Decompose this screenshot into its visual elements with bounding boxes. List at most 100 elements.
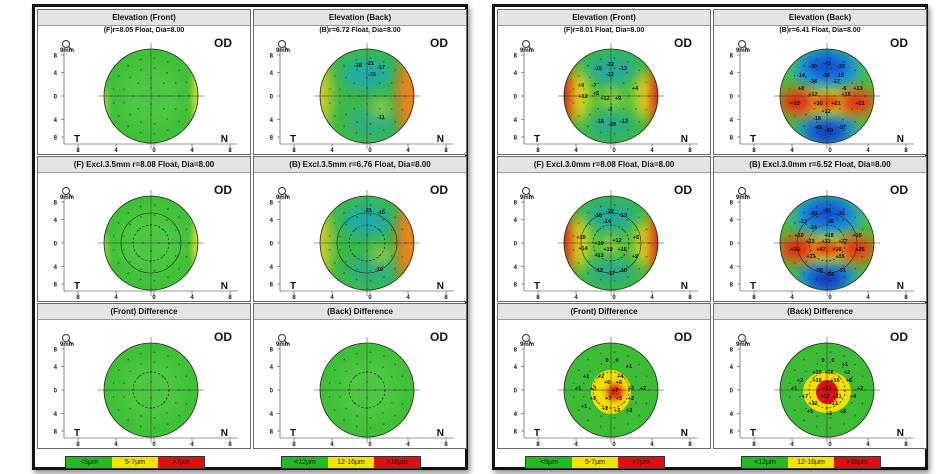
elevation-value-label: +15 — [841, 92, 850, 98]
elevation-value-label: +11 — [832, 394, 841, 400]
elevation-value-label: +5 — [590, 396, 596, 402]
magnifier-icon[interactable] — [276, 36, 290, 54]
elevation-value-label: -14 — [797, 73, 806, 79]
magnifier-icon[interactable] — [60, 183, 74, 201]
y-tick-label: 8 — [730, 283, 734, 289]
map-cell: 8 4 0 4 8 8 4 0 4 8 -30 -41 -32 -14 -36 -15 -34 -17 +8 -6 +1… — [713, 9, 927, 155]
y-tick-label: 8 — [54, 54, 58, 60]
elevation-value-label: -10 — [619, 268, 627, 274]
legend-swatch-label: >16µm — [834, 457, 880, 468]
zoom-label: 9mm — [60, 195, 75, 201]
elevation-value-label: -41 — [823, 61, 831, 67]
elevation-value-label: -36 — [822, 73, 830, 79]
elevation-value-label: -6 — [842, 86, 847, 92]
x-tick-label: 0 — [368, 148, 372, 154]
map-cell: 8 4 0 4 8 8 4 0 4 8 -30 -41 -31 -13 -36 -24 +10 +18 +16 +23… — [713, 156, 927, 302]
elevation-value-label: +38 — [832, 247, 841, 253]
y-tick-label: 0 — [730, 242, 734, 248]
x-tick-label: 0 — [152, 442, 156, 448]
elevation-value-label: +1 — [626, 364, 632, 370]
magnifier-icon[interactable] — [736, 330, 750, 348]
elevation-value-label: -16 — [594, 66, 602, 72]
magnifier-icon[interactable] — [520, 183, 534, 201]
y-tick-label: 4 — [54, 118, 58, 124]
y-tick-label: 8 — [514, 283, 518, 289]
y-tick-label: 0 — [270, 95, 274, 101]
x-tick-label: 4 — [190, 295, 194, 301]
x-tick-label: 4 — [190, 148, 194, 154]
left-map-grid: 8 4 0 4 8 8 4 0 4 8 Elevation (Front) (F)r=8.05 Flo… — [37, 9, 467, 449]
elevation-value-label: -15 — [368, 72, 376, 78]
elevation-value-label: +18 — [822, 386, 831, 392]
zoom-label: 9mm — [276, 342, 291, 348]
nasal-label: N — [436, 428, 444, 439]
y-tick-label: 4 — [270, 412, 274, 418]
x-tick-label: 8 — [688, 148, 692, 154]
nasal-label: N — [220, 281, 228, 292]
x-tick-label: 8 — [752, 148, 756, 154]
elevation-value-label: +6 — [616, 380, 622, 386]
temporal-label: T — [74, 281, 81, 292]
y-tick-label: 0 — [514, 95, 518, 101]
y-tick-label: 0 — [514, 389, 518, 395]
zoom-label: 9mm — [276, 48, 291, 54]
y-tick-label: 0 — [270, 389, 274, 395]
elevation-value-label: +31 — [806, 254, 815, 260]
elevation-value-label: -34 — [809, 79, 818, 85]
elevation-value-label: +4 — [617, 374, 624, 380]
magnifier-icon[interactable] — [276, 183, 290, 201]
elevation-value-label: +7 — [605, 396, 611, 402]
y-tick-label: 0 — [730, 95, 734, 101]
x-tick-label: 8 — [76, 295, 80, 301]
x-tick-label: 8 — [688, 295, 692, 301]
y-tick-label: 8 — [514, 54, 518, 60]
magnifier-icon[interactable] — [276, 330, 290, 348]
elevation-value-label: +16 — [852, 233, 861, 239]
elevation-value-label: -2 — [608, 107, 613, 113]
y-tick-label: 4 — [730, 365, 734, 371]
x-tick-label: 4 — [574, 442, 578, 448]
temporal-label: T — [534, 134, 541, 145]
map-canvas: 8 4 0 4 8 8 4 0 4 8 -30 -41 -31 -13 -36 -24 +10 +18 +16 +23… — [730, 190, 914, 301]
temporal-label: T — [750, 428, 757, 439]
x-tick-label: 4 — [866, 295, 870, 301]
elevation-value-label: +2 — [628, 396, 634, 402]
elevation-value-label: +23 — [805, 239, 814, 245]
map-title: (Back) Difference — [714, 304, 926, 320]
magnifier-icon[interactable] — [60, 36, 74, 54]
y-tick-label: 4 — [514, 412, 518, 418]
map-title: Elevation (Front) — [38, 10, 250, 26]
elevation-value-label: +12 — [600, 96, 609, 102]
map-cell: 8 4 0 4 8 8 4 0 4 8 0 0 +1 +1 +2 +4 +6 +6 +1 +3 +7 +5 +2 +5 +7 +5… — [497, 303, 711, 449]
elevation-value-label: +13 — [853, 86, 862, 92]
y-tick-label: 8 — [270, 283, 274, 289]
map-subtitle: (F)r=8.01 Float, Dia=8.00 — [563, 27, 645, 34]
temporal-label: T — [290, 281, 297, 292]
map-cell: 8 4 0 4 8 8 4 0 4 8 Elevation (Front) (F)r=8.05 Flo… — [37, 9, 251, 155]
magnifier-icon[interactable] — [736, 183, 750, 201]
nasal-label: N — [220, 428, 228, 439]
map-subtitle: (B)r=6.41 Float, Dia=8.00 — [779, 27, 861, 34]
elevation-value-label: +5 — [593, 91, 599, 97]
y-tick-label: 4 — [730, 265, 734, 271]
magnifier-icon[interactable] — [60, 330, 74, 348]
x-tick-label: 4 — [790, 442, 794, 448]
right-legend-front: <5µm 5-7µm >7µm — [525, 456, 665, 469]
elevation-value-label: -17 — [377, 65, 385, 71]
x-tick-label: 4 — [190, 442, 194, 448]
x-tick-label: 0 — [152, 295, 156, 301]
map-cell: 8 4 0 4 8 8 4 0 4 8 -21 -15 -10 (B) Excl.3.5mm r=6.76… — [253, 156, 467, 302]
magnifier-icon[interactable] — [736, 36, 750, 54]
x-tick-label: 4 — [574, 148, 578, 154]
elevation-value-label: -13 — [799, 219, 807, 225]
magnifier-icon[interactable] — [520, 36, 534, 54]
elevation-value-label: +18 — [824, 233, 833, 239]
y-tick-label: 4 — [54, 365, 58, 371]
eye-label: OD — [214, 330, 232, 344]
legend-swatch-label: <5µm — [66, 457, 112, 468]
x-tick-label: 4 — [650, 295, 654, 301]
elevation-value-label: +13 — [828, 401, 837, 407]
y-tick-label: 4 — [270, 218, 274, 224]
map-title: (Back) Difference — [254, 304, 466, 320]
magnifier-icon[interactable] — [520, 330, 534, 348]
